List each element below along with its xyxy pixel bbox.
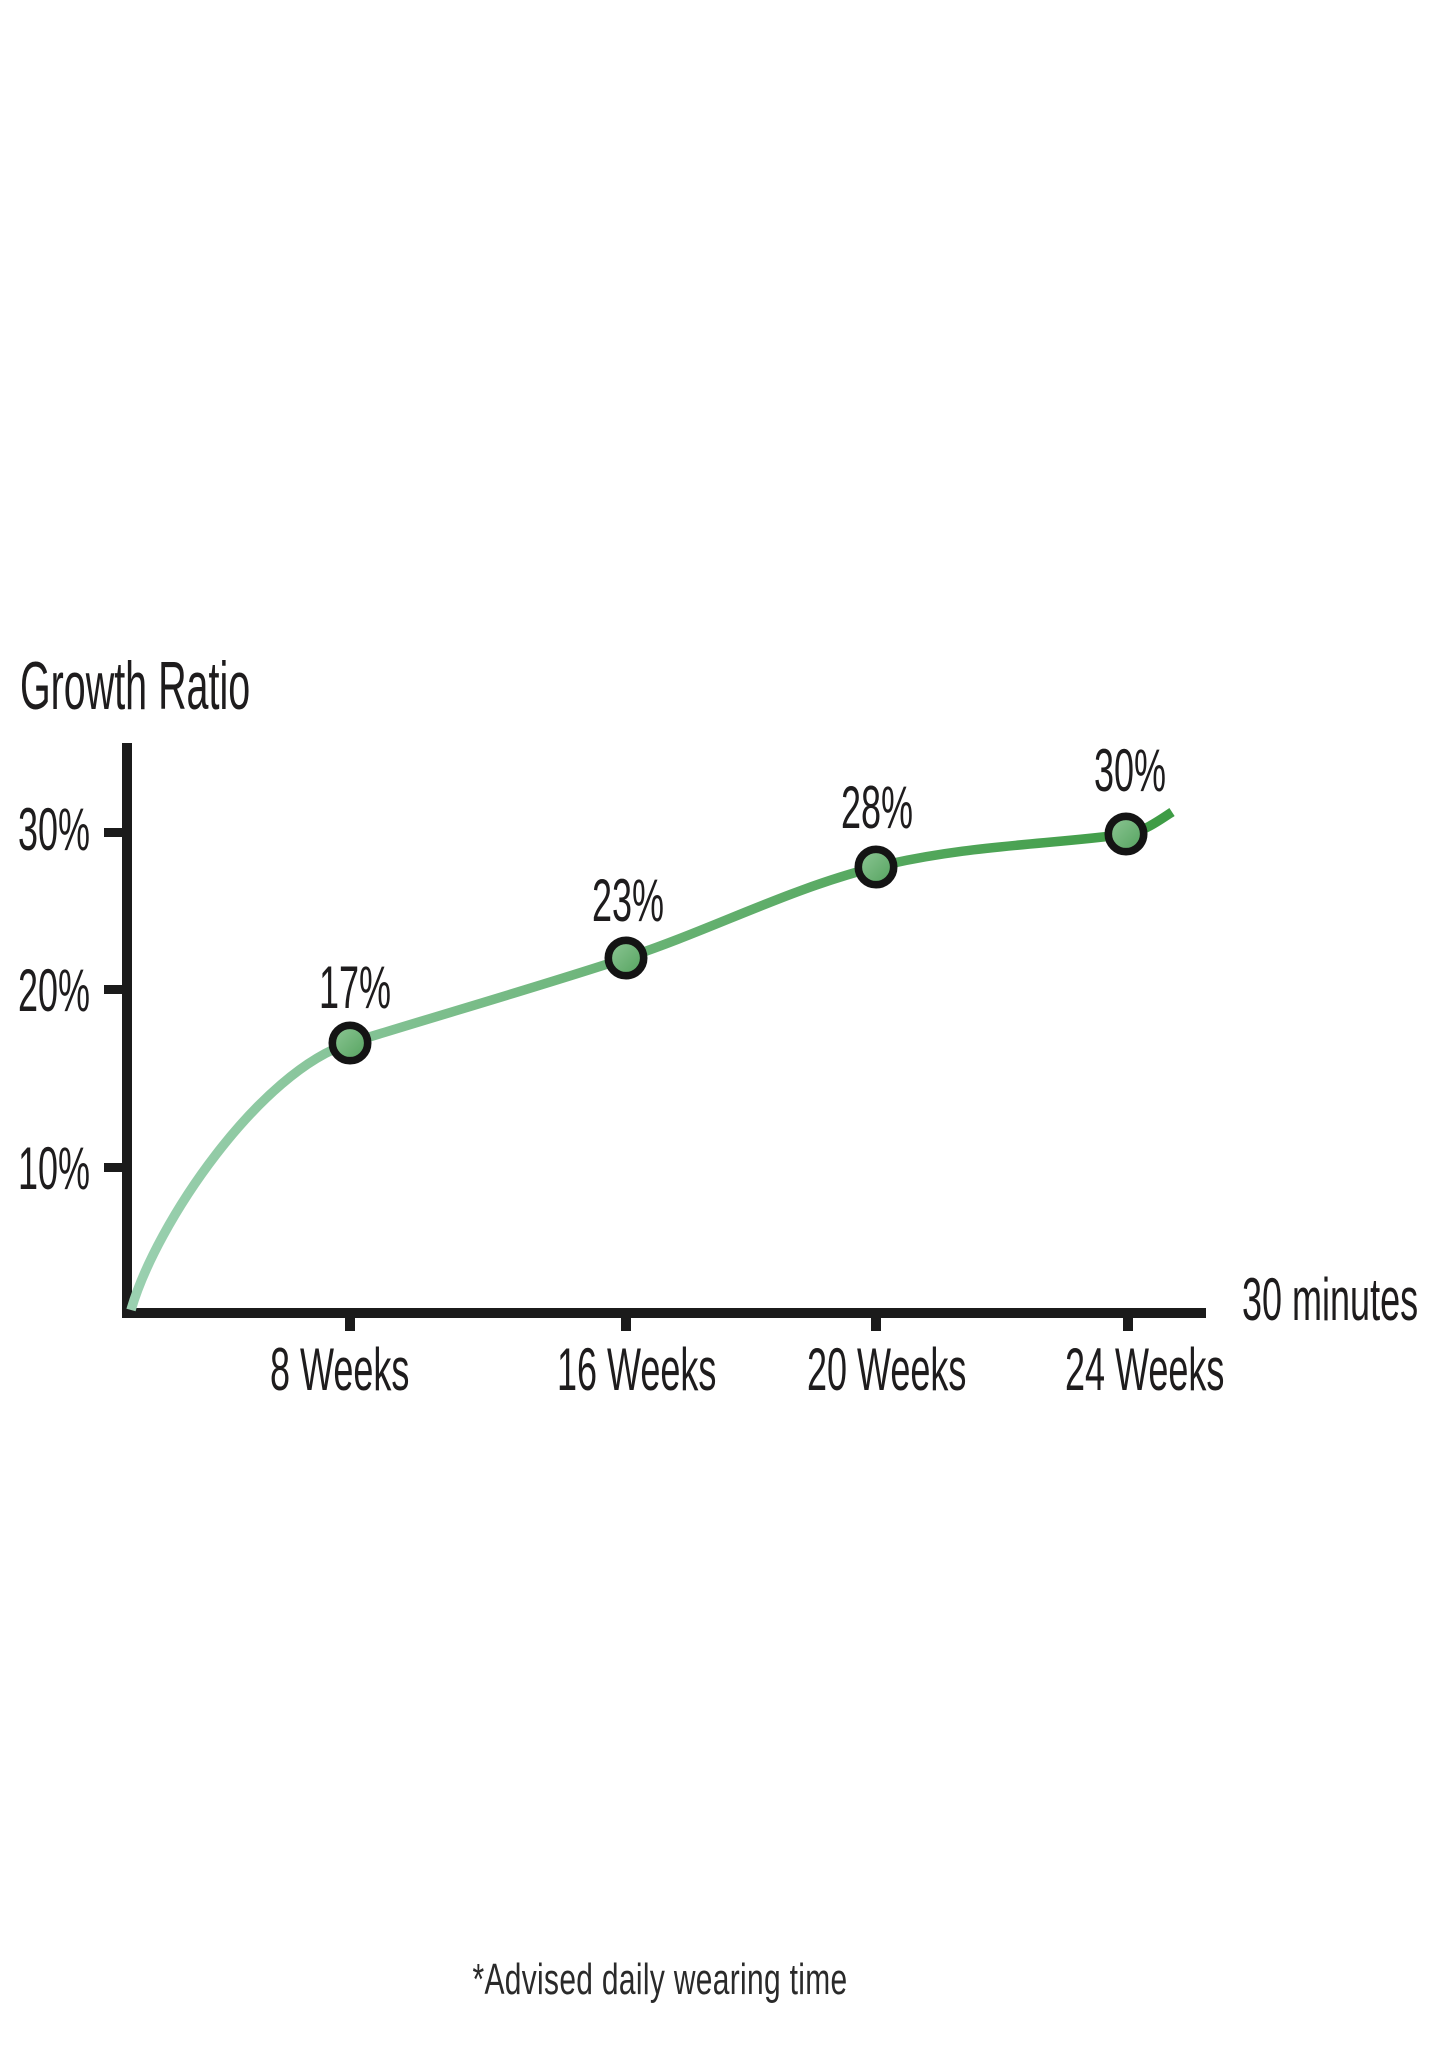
x-tick-24-weeks: [1123, 1316, 1133, 1331]
x-axis-line: [122, 1308, 1206, 1318]
data-point-marker-23pct: [604, 936, 648, 980]
chart-title: Growth Ratio: [20, 648, 251, 724]
x-axis-unit-label: 30 minutes: [1242, 1266, 1419, 1333]
point-label-23pct: 23%: [591, 867, 665, 934]
x-tick-16-weeks: [621, 1316, 631, 1331]
y-tick-label-10: 10%: [17, 1135, 90, 1202]
y-tick-label-20: 20%: [17, 957, 90, 1024]
data-point-marker-28pct: [854, 845, 898, 889]
y-tick-10: [104, 1163, 124, 1172]
x-tick-8-weeks: [345, 1316, 355, 1331]
x-tick-label-16-weeks: 16 Weeks: [557, 1336, 717, 1403]
data-point-marker-30pct: [1104, 812, 1148, 856]
y-tick-20: [104, 985, 124, 994]
x-tick-label-8-weeks: 8 Weeks: [270, 1336, 410, 1403]
data-point-marker-17pct: [328, 1021, 372, 1065]
growth-curve-line: [126, 808, 1175, 1312]
point-label-30pct: 30%: [1093, 737, 1167, 804]
y-axis-line: [122, 743, 132, 1318]
point-label-17pct: 17%: [318, 954, 392, 1021]
x-tick-label-24-weeks: 24 Weeks: [1065, 1336, 1225, 1403]
x-tick-20-weeks: [871, 1316, 881, 1331]
y-tick-30: [104, 828, 124, 837]
point-label-28pct: 28%: [840, 774, 914, 841]
footnote: *Advised daily wearing time: [472, 1955, 848, 2004]
x-tick-label-20-weeks: 20 Weeks: [807, 1336, 967, 1403]
y-tick-label-30: 30%: [17, 796, 90, 863]
